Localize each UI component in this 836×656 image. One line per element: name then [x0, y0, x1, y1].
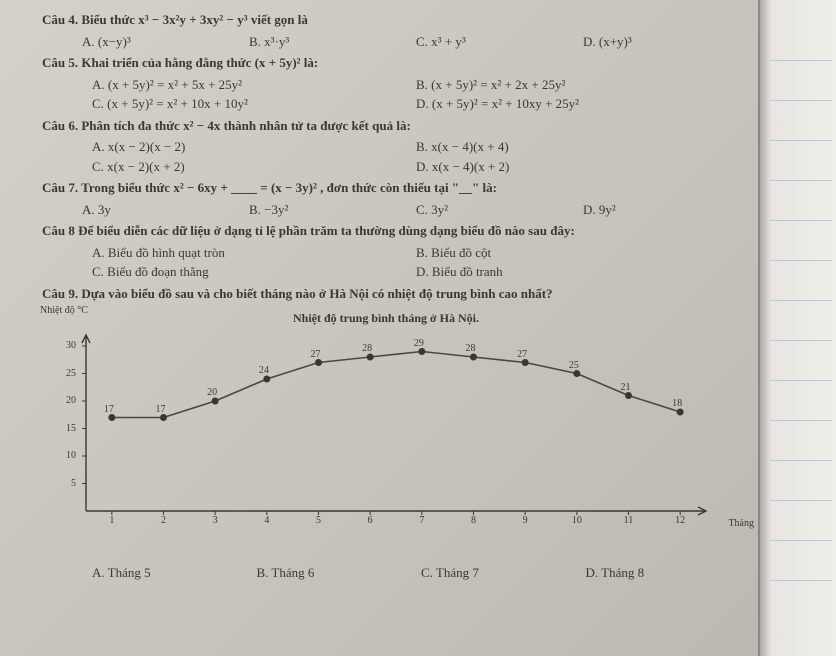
q7-opt-d: D. 9y²	[583, 200, 740, 220]
q8-opt-a: A. Biểu đồ hình quạt tròn	[92, 243, 416, 263]
q7-stem: Câu 7. Trong biểu thức x² − 6xy + ____ =…	[42, 178, 740, 198]
chart-y-axis-label: Nhiệt độ °C	[40, 303, 88, 318]
notebook-edge	[758, 0, 836, 656]
chart-point-label: 20	[207, 385, 217, 400]
chart-point-label: 25	[569, 358, 579, 373]
temperature-line-chart: Nhiệt độ °C Nhiệt độ trung bình tháng ở …	[46, 309, 726, 555]
chart-x-tick: 2	[154, 513, 174, 528]
q6-opt-a: A. x(x − 2)(x − 2)	[92, 137, 416, 157]
chart-x-tick: 3	[205, 513, 225, 528]
q9-opt-c: C. Tháng 7	[421, 563, 576, 583]
chart-y-tick: 25	[52, 366, 76, 381]
chart-x-tick: 10	[567, 513, 587, 528]
q6-opt-b: B. x(x − 4)(x + 4)	[416, 137, 740, 157]
q8-opt-d: D. Biểu đồ tranh	[416, 262, 740, 282]
chart-point-label: 28	[362, 341, 372, 356]
q5-opts: A. (x + 5y)² = x² + 5x + 25y² B. (x + 5y…	[92, 75, 740, 114]
q4-opt-d: D. (x+y)³	[583, 32, 740, 52]
q7-options: A. 3y B. −3y² C. 3y² D. 9y²	[82, 200, 740, 220]
chart-title: Nhiệt độ trung bình tháng ở Hà Nội.	[46, 309, 726, 327]
q5-opt-d: D. (x + 5y)² = x² + 10xy + 25y²	[416, 94, 740, 114]
chart-x-tick: 4	[257, 513, 277, 528]
chart-point-label: 18	[672, 396, 682, 411]
q4-opt-b: B. x³·y³	[249, 32, 406, 52]
q4-opt-c: C. x³ + y³	[416, 32, 573, 52]
q5-opt-c: C. (x + 5y)² = x² + 10x + 10y²	[92, 94, 416, 114]
q9-opt-b: B. Tháng 6	[257, 563, 412, 583]
q9-stem: Câu 9. Dựa vào biểu đồ sau và cho biết t…	[42, 284, 740, 304]
chart-point-label: 17	[104, 402, 114, 417]
q8-stem: Câu 8 Để biểu diễn các dữ liệu ở dạng tỉ…	[42, 221, 740, 241]
q5-opt-a: A. (x + 5y)² = x² + 5x + 25y²	[92, 75, 416, 95]
chart-y-tick: 20	[52, 393, 76, 408]
q8-opt-b: B. Biểu đồ cột	[416, 243, 740, 263]
q4-opt-a: A. (x−y)³	[82, 32, 239, 52]
chart-y-tick: 30	[52, 338, 76, 353]
chart-y-tick: 15	[52, 421, 76, 436]
q4-stem: Câu 4. Biểu thức x³ − 3x²y + 3xy² − y³ v…	[42, 10, 740, 30]
chart-point-label: 27	[517, 347, 527, 362]
q7-opt-a: A. 3y	[82, 200, 239, 220]
chart-point-label: 21	[621, 380, 631, 395]
chart-x-tick: 8	[464, 513, 484, 528]
chart-svg	[46, 329, 726, 539]
q7-opt-b: B. −3y²	[249, 200, 406, 220]
q7-opt-c: C. 3y²	[416, 200, 573, 220]
chart-y-tick: 10	[52, 448, 76, 463]
q9-opt-a: A. Tháng 5	[92, 563, 247, 583]
q6-stem: Câu 6. Phân tích đa thức x² − 4x thành n…	[42, 116, 740, 136]
chart-x-tick: 7	[412, 513, 432, 528]
q5-opt-b: B. (x + 5y)² = x² + 2x + 25y²	[416, 75, 740, 95]
q6-opts: A. x(x − 2)(x − 2) B. x(x − 4)(x + 4) C.…	[92, 137, 740, 176]
chart-x-tick: 9	[515, 513, 535, 528]
chart-point-label: 28	[466, 341, 476, 356]
chart-x-tick: 6	[360, 513, 380, 528]
chart-y-tick: 5	[52, 476, 76, 491]
q8-opts: A. Biểu đồ hình quạt tròn B. Biểu đồ cột…	[92, 243, 740, 282]
q9-opt-d: D. Tháng 8	[586, 563, 741, 583]
q8-opt-c: C. Biểu đồ đoạn thẳng	[92, 262, 416, 282]
chart-point-label: 27	[311, 347, 321, 362]
q9-options: A. Tháng 5 B. Tháng 6 C. Tháng 7 D. Thán…	[92, 563, 740, 583]
chart-point-label: 24	[259, 363, 269, 378]
chart-x-tick: 12	[670, 513, 690, 528]
q5-stem: Câu 5. Khai triển của hằng đẳng thức (x …	[42, 53, 740, 73]
q6-opt-d: D. x(x − 4)(x + 2)	[416, 157, 740, 177]
chart-x-tick: 5	[309, 513, 329, 528]
chart-x-tick: 1	[102, 513, 122, 528]
chart-point-label: 29	[414, 336, 424, 351]
chart-x-tick: 11	[619, 513, 639, 528]
chart-x-axis-label: Tháng	[728, 516, 754, 531]
q6-opt-c: C. x(x − 2)(x + 2)	[92, 157, 416, 177]
q4-options-row1: A. (x−y)³ B. x³·y³ C. x³ + y³ D. (x+y)³	[82, 32, 740, 52]
exam-page: Câu 4. Biểu thức x³ − 3x²y + 3xy² − y³ v…	[0, 0, 760, 656]
chart-point-label: 17	[156, 402, 166, 417]
